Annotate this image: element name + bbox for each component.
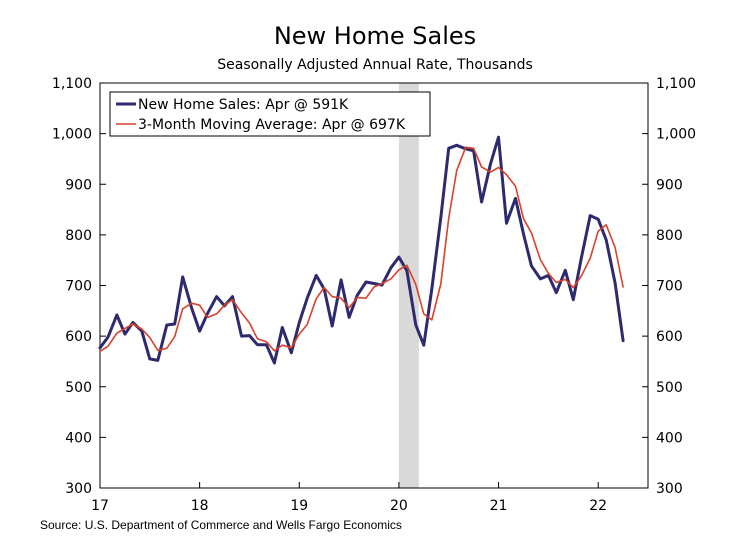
y-tick-label-left: 600 (65, 329, 92, 345)
legend-box (109, 91, 431, 137)
y-tick-label-left: 300 (65, 481, 92, 497)
x-tick-label: 18 (191, 498, 209, 514)
y-tick-label-right: 1,000 (656, 127, 696, 143)
x-tick-label: 19 (290, 498, 308, 514)
x-tick-label: 17 (91, 498, 109, 514)
y-tick-label-right: 1,100 (656, 76, 696, 92)
x-tick-label: 20 (390, 498, 408, 514)
x-tick-label: 22 (589, 498, 607, 514)
y-tick-label-left: 700 (65, 279, 92, 295)
y-tick-label-left: 1,100 (52, 76, 92, 92)
y-tick-label-left: 800 (65, 228, 92, 244)
chart-subtitle: Seasonally Adjusted Annual Rate, Thousan… (217, 57, 533, 73)
source-note: Source: U.S. Department of Commerce and … (40, 518, 402, 532)
y-tick-label-right: 700 (656, 279, 683, 295)
legend-entry-new-home-sales: New Home Sales: Apr @ 591K (138, 97, 349, 113)
y-tick-label-right: 600 (656, 329, 683, 345)
y-tick-label-right: 900 (656, 177, 683, 193)
chart-title: New Home Sales (273, 22, 477, 50)
y-tick-label-left: 500 (65, 380, 92, 396)
series-line-moving-average (99, 146, 624, 353)
x-tick-label: 21 (490, 498, 508, 514)
y-tick-label-right: 500 (656, 380, 683, 396)
y-tick-label-left: 400 (65, 430, 92, 446)
y-tick-label-right: 300 (656, 481, 683, 497)
y-tick-label-left: 900 (65, 177, 92, 193)
y-tick-label-right: 800 (656, 228, 683, 244)
y-tick-label-left: 1,000 (52, 127, 92, 143)
y-tick-label-right: 400 (656, 430, 683, 446)
legend-entry-moving-average: 3-Month Moving Average: Apr @ 697K (138, 117, 406, 133)
series-line-new-home-sales (98, 135, 625, 365)
